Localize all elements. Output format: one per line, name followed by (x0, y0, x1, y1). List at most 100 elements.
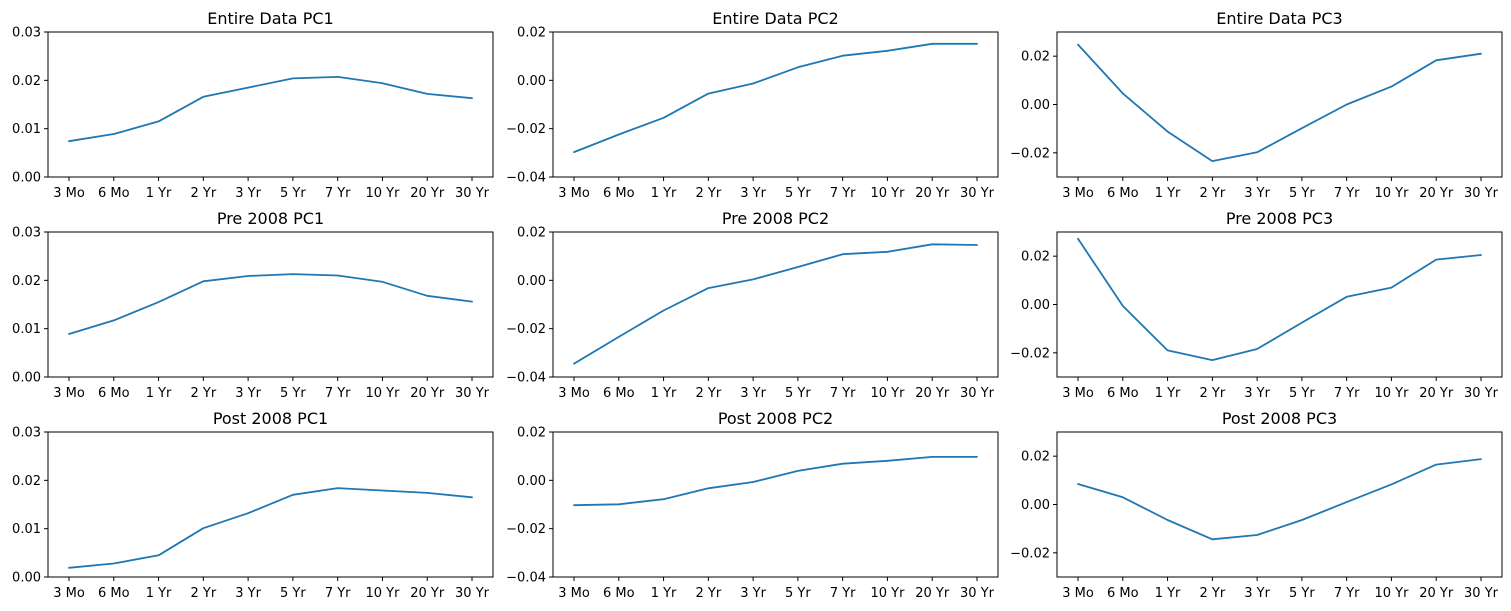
plot-frame (552, 431, 999, 578)
plot-frame (1056, 31, 1503, 178)
x-tick-label: 7 Yr (325, 586, 351, 601)
y-tick-label: −0.04 (506, 371, 546, 386)
x-tick-label: 30 Yr (960, 386, 995, 401)
x-tick-label: 5 Yr (1289, 186, 1315, 201)
y-tick-label: −0.02 (506, 122, 546, 137)
x-tick-label: 7 Yr (325, 186, 351, 201)
x-tick-label: 3 Mo (53, 386, 85, 401)
x-tick-label: 3 Yr (1244, 386, 1270, 401)
subplot-6: Pre 2008 PC3 3 Mo 6 Mo 1 Yr 2 Yr 3 Yr 5 Yr 7 Yr… (1010, 209, 1503, 401)
x-tick-label: 5 Yr (785, 586, 811, 601)
x-tick-label: 2 Yr (190, 186, 216, 201)
x-tick-label: 20 Yr (410, 186, 445, 201)
subplot-7: Post 2008 PC1 3 Mo 6 Mo 1 Yr 2 Yr 3 Yr 5 Yr 7 Y… (12, 409, 494, 601)
plot-frame (1056, 431, 1503, 578)
subplot-title: Entire Data PC2 (712, 9, 838, 28)
y-tick-label: 0.02 (12, 274, 41, 289)
x-tick-label: 20 Yr (410, 386, 445, 401)
x-tick-label: 3 Mo (558, 586, 590, 601)
y-tick-label: 0.03 (12, 426, 41, 441)
y-tick-label: 0.02 (1021, 250, 1050, 265)
x-tick-label: 20 Yr (1419, 386, 1454, 401)
y-tick-label: 0.02 (517, 26, 546, 41)
y-tick-label: −0.04 (506, 171, 546, 186)
x-tick-label: 3 Mo (558, 386, 590, 401)
x-tick-label: 7 Yr (830, 386, 856, 401)
x-tick-label: 7 Yr (1334, 586, 1360, 601)
plot-frame (1056, 231, 1503, 378)
x-tick-label: 3 Mo (558, 186, 590, 201)
series-line (1077, 458, 1482, 541)
x-tick-label: 3 Yr (1244, 586, 1270, 601)
y-tick-label: 0.00 (1021, 498, 1050, 513)
x-tick-label: 3 Mo (1062, 386, 1094, 401)
series-line (1077, 237, 1482, 362)
subplot-3: Entire Data PC3 3 Mo 6 Mo 1 Yr 2 Yr 3 Yr 5 Yr 7… (1010, 9, 1503, 201)
x-tick-label: 2 Yr (695, 186, 721, 201)
series-line (68, 487, 473, 569)
subplot-title: Post 2008 PC3 (1222, 409, 1337, 428)
series-line (573, 243, 978, 365)
x-tick-label: 2 Yr (190, 586, 216, 601)
y-tick-label: 0.02 (1021, 450, 1050, 465)
x-tick-label: 3 Mo (1062, 586, 1094, 601)
x-tick-label: 3 Yr (235, 186, 261, 201)
x-tick-label: 3 Yr (740, 186, 766, 201)
x-tick-label: 1 Yr (1155, 386, 1181, 401)
x-tick-label: 5 Yr (1289, 586, 1315, 601)
x-tick-label: 7 Yr (325, 386, 351, 401)
y-tick-label: 0.03 (12, 26, 41, 41)
x-tick-label: 20 Yr (1419, 186, 1454, 201)
y-tick-label: 0.02 (1021, 50, 1050, 65)
x-tick-label: 7 Yr (830, 186, 856, 201)
plot-frame (47, 231, 494, 378)
y-tick-label: 0.02 (517, 426, 546, 441)
x-tick-label: 3 Yr (235, 586, 261, 601)
x-tick-label: 30 Yr (455, 386, 490, 401)
subplot-4: Pre 2008 PC1 3 Mo 6 Mo 1 Yr 2 Yr 3 Yr 5 Yr 7 Yr… (12, 209, 494, 401)
x-tick-label: 5 Yr (785, 386, 811, 401)
series-line (68, 273, 473, 335)
y-tick-label: 0.02 (12, 74, 41, 89)
y-tick-label: 0.00 (1021, 98, 1050, 113)
x-tick-label: 6 Mo (603, 586, 635, 601)
y-tick-label: −0.02 (1010, 146, 1050, 161)
subplot-title: Post 2008 PC1 (213, 409, 328, 428)
x-tick-label: 30 Yr (960, 186, 995, 201)
y-tick-label: 0.01 (12, 322, 41, 337)
x-tick-label: 30 Yr (960, 586, 995, 601)
y-tick-label: 0.00 (12, 371, 41, 386)
subplot-title: Pre 2008 PC1 (217, 209, 324, 228)
x-tick-label: 2 Yr (695, 586, 721, 601)
subplot-title: Post 2008 PC2 (718, 409, 833, 428)
x-tick-label: 1 Yr (651, 386, 677, 401)
y-tick-label: −0.02 (506, 322, 546, 337)
x-tick-label: 20 Yr (410, 586, 445, 601)
y-tick-label: 0.02 (517, 226, 546, 241)
x-tick-label: 6 Mo (98, 386, 130, 401)
x-tick-label: 10 Yr (1374, 186, 1409, 201)
x-tick-label: 5 Yr (280, 386, 306, 401)
y-tick-label: 0.00 (12, 571, 41, 586)
x-tick-label: 20 Yr (915, 586, 950, 601)
x-tick-label: 2 Yr (1199, 186, 1225, 201)
x-tick-label: 20 Yr (915, 386, 950, 401)
x-tick-label: 3 Yr (1244, 186, 1270, 201)
x-tick-label: 2 Yr (695, 386, 721, 401)
subplot-title: Pre 2008 PC2 (722, 209, 829, 228)
plot-frame (47, 31, 494, 178)
x-tick-label: 6 Mo (98, 586, 130, 601)
y-tick-label: 0.03 (12, 226, 41, 241)
x-tick-label: 30 Yr (455, 186, 490, 201)
x-tick-label: 20 Yr (915, 186, 950, 201)
subplot-5: Pre 2008 PC2 3 Mo 6 Mo 1 Yr 2 Yr 3 Yr 5 Yr 7 Yr… (506, 209, 999, 401)
x-tick-label: 2 Yr (1199, 386, 1225, 401)
series-line (1077, 43, 1482, 163)
x-tick-label: 7 Yr (830, 586, 856, 601)
x-tick-label: 7 Yr (1334, 186, 1360, 201)
subplot-title: Entire Data PC3 (1216, 9, 1342, 28)
x-tick-label: 7 Yr (1334, 386, 1360, 401)
y-tick-label: −0.02 (1010, 346, 1050, 361)
x-tick-label: 10 Yr (870, 186, 905, 201)
